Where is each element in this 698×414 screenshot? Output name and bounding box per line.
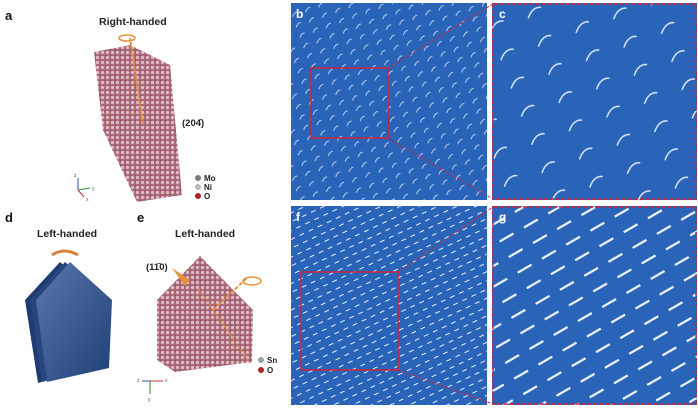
guide-line [197,287,251,364]
svg-text:Sn: Sn [267,356,277,365]
svg-text:O: O [267,366,273,375]
zoom-line [397,206,494,273]
panel-f-image [291,206,487,405]
panel-label-a: a [5,8,13,23]
svg-text:x: x [86,197,89,203]
panel-e: e Left-handed (11̄0) z x y Sn O [137,210,277,403]
zoom-frame-g [492,206,697,405]
zoom-line [387,137,494,200]
plate-front [36,262,112,382]
svg-text:Ni: Ni [204,183,212,192]
helix-axis-arrow [129,37,144,126]
panel-label-c: c [499,7,506,21]
panel-label-b: b [296,7,303,21]
svg-text:z: z [137,378,140,384]
sno2-crystal [157,256,253,372]
panel-d: d Left-handed [5,210,112,383]
plane-label-a: (204̄) [182,118,204,129]
panel-label-f: f [296,210,301,224]
helix-axis-arrow [212,276,249,311]
svg-text:O: O [204,192,210,201]
panel-label-g: g [499,210,506,224]
svg-text:y: y [92,186,95,192]
svg-text:y: y [148,397,151,403]
zoom-line [397,369,494,405]
legend-e: Sn O [258,356,277,375]
rotation-arrow-icon [242,276,262,286]
zoom-box-b [310,67,389,139]
nimoo4-crystal [94,45,182,202]
panel-e-title: Left-handed [175,228,235,240]
svg-text:x: x [165,378,168,384]
axes-triad-e: z x y [137,378,168,403]
panel-d-title: Left-handed [37,228,97,240]
axes-triad-a: z yx [74,173,95,203]
panel-c-image [492,3,697,200]
rotation-arrow-icon [118,34,136,42]
plane-label-e: (11̄0) [146,262,168,273]
panel-g-image [492,206,697,405]
zoom-box-f [300,271,399,371]
panel-a: a Right-handed (204̄) z yx Mo Ni O [5,8,216,203]
svg-text:Mo: Mo [204,174,216,183]
panel-label-d: d [5,210,13,225]
panel-label-e: e [137,210,144,225]
svg-text:z: z [74,173,77,179]
rotation-arrow-icon [51,249,79,257]
panel-b-image [291,3,487,200]
panel-a-title: Right-handed [99,16,167,28]
zoom-frame-c [492,3,697,200]
zoom-line [387,3,494,69]
plane-normal-arrow [172,268,190,286]
legend-a: Mo Ni O [195,174,216,201]
